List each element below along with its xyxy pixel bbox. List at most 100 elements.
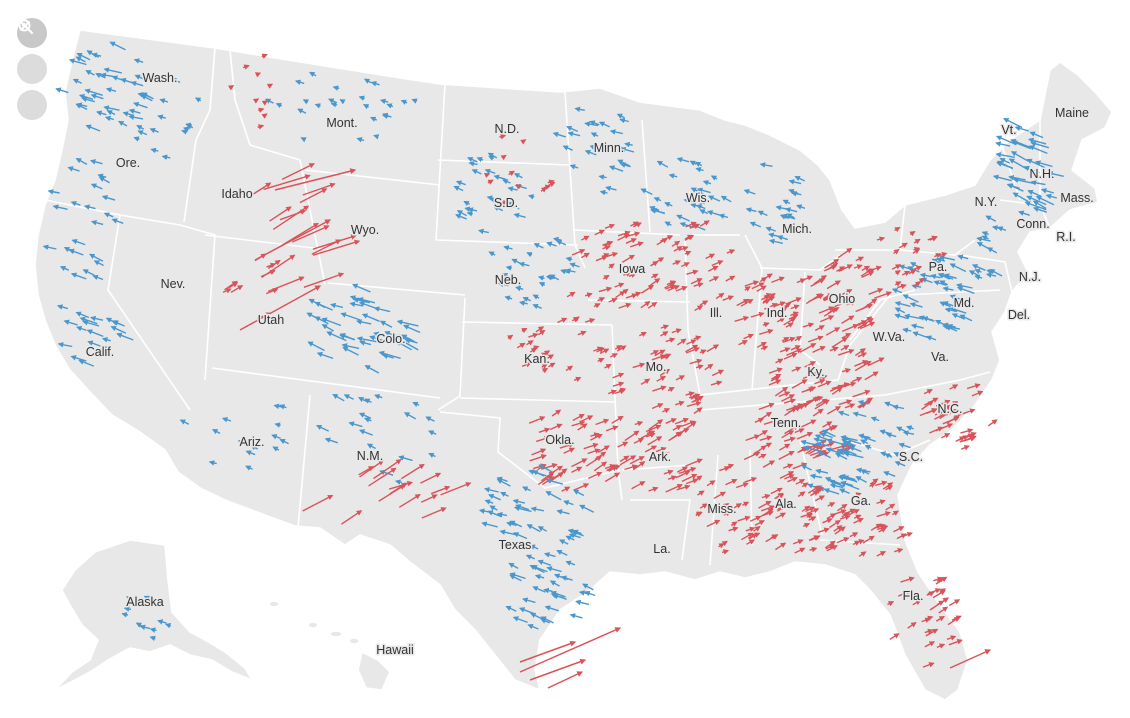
blue-shift-arrow <box>522 296 531 303</box>
red-shift-arrow <box>645 424 662 433</box>
red-shift-arrow <box>508 170 515 177</box>
red-shift-arrow <box>401 463 425 480</box>
blue-shift-arrow <box>786 213 795 219</box>
blue-shift-arrow <box>563 500 574 506</box>
red-shift-arrow <box>795 478 806 485</box>
blue-shift-arrow <box>745 207 757 213</box>
blue-shift-arrow <box>898 442 911 449</box>
blue-shift-arrow <box>1028 145 1048 155</box>
red-shift-arrow <box>783 398 797 404</box>
blue-shift-arrow <box>840 442 851 448</box>
red-shift-arrow <box>571 248 586 256</box>
blue-shift-arrow <box>52 204 68 210</box>
label-ala: Ala. <box>775 497 797 511</box>
red-shift-arrow <box>721 549 730 555</box>
red-shift-arrow <box>606 464 619 472</box>
label-fla: Fla. <box>903 589 924 603</box>
red-shift-arrow <box>790 311 799 317</box>
red-shift-arrow <box>858 551 867 557</box>
blue-shift-arrow <box>271 434 281 440</box>
red-shift-arrow <box>693 282 704 288</box>
blue-shift-arrow <box>664 221 672 227</box>
blue-shift-arrow <box>321 324 334 332</box>
blue-shift-arrow <box>870 416 880 422</box>
red-shift-arrow <box>745 526 756 533</box>
zoom-out-button[interactable] <box>17 19 47 84</box>
blue-shift-arrow <box>531 565 548 573</box>
blue-shift-arrow <box>513 173 523 179</box>
red-shift-arrow <box>784 424 799 435</box>
red-shift-arrow <box>604 472 621 483</box>
alaska-land <box>54 539 253 691</box>
red-shift-arrow <box>638 331 647 338</box>
red-shift-arrow <box>894 270 901 276</box>
red-shift-arrow <box>955 436 966 443</box>
red-shift-arrow <box>699 503 709 509</box>
red-shift-arrow <box>609 353 619 359</box>
red-shift-arrow <box>594 229 606 236</box>
blue-shift-arrow <box>562 145 573 151</box>
blue-shift-arrow <box>379 320 393 328</box>
blue-shift-arrow <box>919 272 932 279</box>
blue-shift-arrow <box>315 424 329 432</box>
red-shift-arrow <box>515 184 523 190</box>
red-shift-arrow <box>640 300 651 309</box>
blue-shift-arrow <box>90 183 103 190</box>
red-shift-arrow <box>242 64 250 70</box>
blue-shift-arrow <box>565 560 576 566</box>
red-shift-arrow <box>848 509 860 516</box>
blue-shift-arrow <box>92 274 104 281</box>
blue-shift-arrow <box>508 562 519 570</box>
blue-shift-arrow <box>509 574 522 582</box>
red-shift-arrow <box>685 344 699 353</box>
blue-shift-arrow <box>528 469 547 477</box>
red-shift-arrow <box>912 265 923 271</box>
blue-shift-arrow <box>1018 210 1030 216</box>
blue-shift-arrow <box>668 173 678 179</box>
red-shift-arrow <box>808 508 820 514</box>
blue-shift-arrow <box>619 117 629 124</box>
label-neb: Neb. <box>495 273 521 287</box>
label-sd: S.D. <box>494 196 518 210</box>
blue-shift-arrow <box>478 228 489 235</box>
red-shift-arrow <box>781 394 796 402</box>
blue-shift-arrow <box>537 559 552 567</box>
red-shift-arrow <box>817 527 830 534</box>
red-shift-arrow <box>528 332 539 339</box>
blue-shift-arrow <box>307 341 325 352</box>
red-shift-arrow <box>583 442 599 450</box>
red-shift-arrow <box>794 335 803 342</box>
red-shift-arrow <box>725 478 738 486</box>
red-shift-arrow <box>516 342 526 349</box>
red-shift-arrow <box>693 395 704 403</box>
blue-shift-arrow <box>116 332 134 341</box>
red-shift-arrow <box>791 379 808 389</box>
red-shift-arrow <box>520 139 527 145</box>
blue-shift-arrow <box>840 481 860 491</box>
red-shift-arrow <box>728 526 739 532</box>
red-shift-arrow <box>770 487 784 495</box>
reset-map-button[interactable] <box>17 20 47 120</box>
blue-shift-arrow <box>1012 177 1034 184</box>
red-shift-arrow <box>652 385 667 392</box>
red-shift-arrow <box>689 358 703 365</box>
red-shift-arrow <box>809 546 818 553</box>
blue-shift-arrow <box>324 437 339 444</box>
red-shift-arrow <box>768 379 782 386</box>
label-ind: Ind. <box>767 306 788 320</box>
red-shift-arrow <box>281 163 315 181</box>
blue-shift-arrow <box>552 236 562 243</box>
blue-shift-arrow <box>250 444 259 451</box>
blue-shift-arrow <box>690 187 704 195</box>
label-vt: Vt. <box>1001 123 1016 137</box>
label-hawaii: Hawaii <box>376 643 414 657</box>
blue-shift-arrow <box>813 437 827 443</box>
blue-shift-arrow <box>573 489 585 497</box>
red-shift-arrow <box>946 415 961 424</box>
red-shift-arrow <box>829 346 839 352</box>
blue-shift-arrow <box>956 282 973 289</box>
label-ny: N.Y. <box>975 195 998 209</box>
red-shift-arrow <box>690 278 703 285</box>
